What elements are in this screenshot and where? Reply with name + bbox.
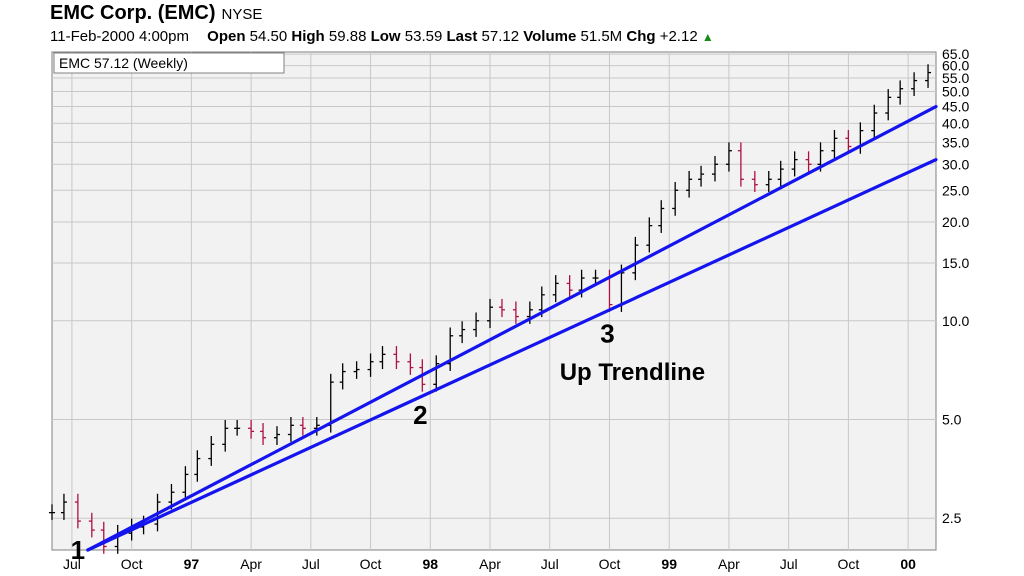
y-tick-label: 35.0 — [942, 134, 969, 150]
chg-label: Chg — [626, 28, 656, 45]
point-label: 2 — [413, 400, 427, 430]
up-triangle-icon: ▲ — [701, 30, 714, 44]
y-tick-label: 10.0 — [942, 313, 969, 329]
up-trendline — [86, 104, 938, 552]
y-tick-label: 40.0 — [942, 115, 969, 131]
open-value: 54.50 — [249, 28, 288, 45]
x-tick-label: Jul — [302, 556, 320, 572]
x-tick-label: Oct — [121, 556, 143, 572]
low-label: Low — [370, 28, 401, 45]
y-tick-label: 15.0 — [942, 255, 969, 271]
point-label: 3 — [600, 318, 614, 348]
y-tick-label: 60.0 — [942, 58, 969, 74]
x-tick-label: Jul — [780, 556, 798, 572]
low-value: 53.59 — [404, 28, 443, 45]
x-tick-label: 00 — [900, 556, 916, 572]
volume-label: Volume — [523, 28, 577, 45]
y-tick-label: 2.5 — [942, 510, 962, 526]
company-name: EMC Corp. (EMC) — [50, 2, 216, 24]
chg-value: +2.12 — [659, 28, 698, 45]
y-tick-label: 45.0 — [942, 99, 969, 115]
y-tick-label: 50.0 — [942, 84, 969, 100]
legend-text: EMC 57.12 (Weekly) — [59, 55, 188, 71]
x-tick-label: Apr — [479, 556, 501, 572]
up-trendline — [86, 158, 938, 552]
plot-area — [51, 51, 937, 551]
x-tick-label: Jul — [63, 556, 81, 572]
y-tick-label: 25.0 — [942, 182, 969, 198]
y-tick-label: 30.0 — [942, 156, 969, 172]
quote-header: EMC Corp. (EMC) NYSE 11-Feb-2000 4:00pm O… — [50, 2, 950, 48]
trendline-label: Up Trendline — [560, 359, 705, 386]
x-tick-label: Apr — [718, 556, 740, 572]
x-tick-label: Oct — [599, 556, 621, 572]
x-tick-label: Jul — [541, 556, 559, 572]
quote-line: 11-Feb-2000 4:00pm Open 54.50 High 59.88… — [50, 28, 714, 45]
y-tick-label: 55.0 — [942, 70, 969, 86]
y-tick-label: 5.0 — [942, 411, 962, 427]
open-label: Open — [207, 28, 246, 45]
legend-box — [53, 52, 285, 74]
quote-datetime: 11-Feb-2000 4:00pm — [50, 28, 189, 45]
last-label: Last — [446, 28, 478, 45]
high-label: High — [291, 28, 325, 45]
x-tick-label: Apr — [240, 556, 262, 572]
chart-title: EMC Corp. (EMC) NYSE — [50, 2, 262, 25]
high-value: 59.88 — [328, 28, 367, 45]
y-tick-label: 20.0 — [942, 214, 969, 230]
x-tick-label: Oct — [838, 556, 860, 572]
x-tick-label: 98 — [422, 556, 438, 572]
exchange-label: NYSE — [221, 6, 263, 23]
x-tick-label: Oct — [360, 556, 382, 572]
last-value: 57.12 — [481, 28, 520, 45]
x-tick-label: 97 — [184, 556, 200, 572]
x-tick-label: 99 — [661, 556, 677, 572]
point-label: 1 — [71, 535, 85, 565]
y-tick-label: 65.0 — [942, 46, 969, 62]
volume-value: 51.5M — [580, 28, 623, 45]
